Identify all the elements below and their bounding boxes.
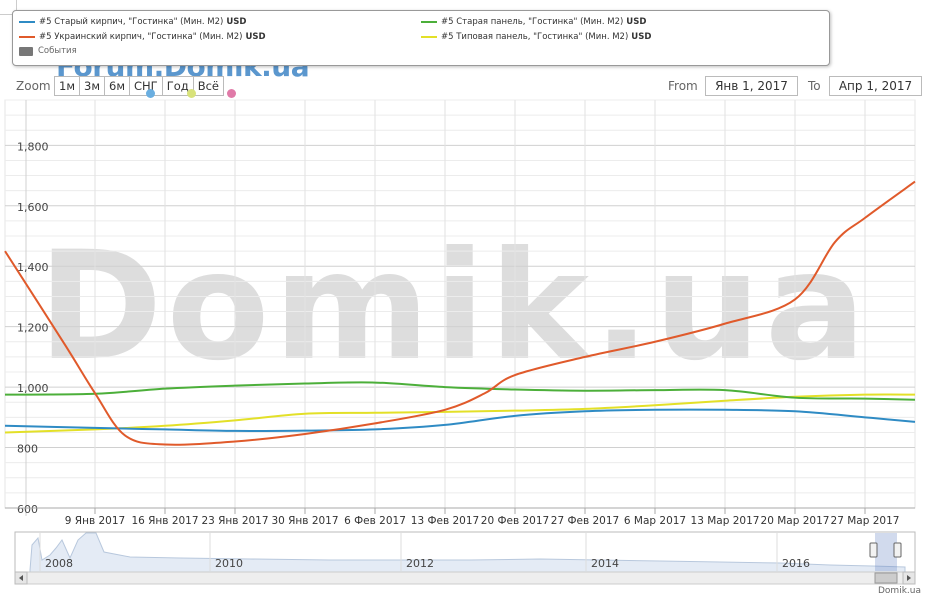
scrollbar-thumb[interactable] <box>874 572 898 584</box>
chart-series <box>4 180 916 446</box>
y-axis: 600 800 1,000 1,200 1,400 1,600 1,800 <box>17 140 49 516</box>
y-tick-label: 600 <box>17 503 38 516</box>
legend-swatch <box>19 21 35 23</box>
event-marker-pink[interactable] <box>227 89 236 98</box>
from-label: From <box>668 79 698 93</box>
events-swatch <box>19 46 33 56</box>
zoom-buttons: 1м 3м 6м СНГ Год Всё <box>54 76 225 96</box>
zoom-3m-button[interactable]: 3м <box>79 76 105 96</box>
navigator-series-area <box>29 532 906 573</box>
legend-swatch <box>421 36 437 38</box>
legend-label: События <box>38 46 77 56</box>
to-date-input[interactable]: Апр 1, 2017 <box>829 76 922 96</box>
event-marker-blue[interactable] <box>146 89 155 98</box>
navigator-year-label: 2016 <box>782 557 810 570</box>
legend-label: #5 Типовая панель, "Гостинка" (Мин. M2) <box>441 32 629 42</box>
legend-unit: USD <box>631 32 652 42</box>
x-tick-label: 30 Янв 2017 <box>271 515 338 527</box>
legend: #5 Старый кирпич, "Гостинка" (Мин. M2) U… <box>12 10 830 66</box>
zoom-6m-button[interactable]: 6м <box>104 76 130 96</box>
y-tick-label: 800 <box>17 443 38 456</box>
plot-frame <box>4 99 916 509</box>
legend-unit: USD <box>226 17 247 27</box>
legend-item-old-brick[interactable]: #5 Старый кирпич, "Гостинка" (Мин. M2) U… <box>19 17 246 27</box>
x-tick-label: 27 Мар 2017 <box>831 515 900 527</box>
zoom-1m-button[interactable]: 1м <box>54 76 80 96</box>
x-tick-label: 20 Мар 2017 <box>761 515 830 527</box>
navigator-handle-left[interactable] <box>869 542 878 558</box>
legend-unit: USD <box>245 32 266 42</box>
zoom-1y-button[interactable]: Год <box>161 76 194 96</box>
navigator-year-label: 2014 <box>591 557 619 570</box>
legend-swatch <box>421 21 437 23</box>
y-tick-label: 1,800 <box>17 140 49 153</box>
x-tick-label: 13 Мар 2017 <box>691 515 760 527</box>
x-tick-label: 27 Фев 2017 <box>551 515 619 527</box>
x-tick-label: 6 Мар 2017 <box>624 515 686 527</box>
x-tick-label: 20 Фев 2017 <box>481 515 549 527</box>
navigator-year-label: 2008 <box>45 557 73 570</box>
navigator-year-label: 2010 <box>215 557 243 570</box>
x-tick-label: 23 Янв 2017 <box>201 515 268 527</box>
navigator-year-label: 2012 <box>406 557 434 570</box>
x-tick-label: 13 Фев 2017 <box>411 515 479 527</box>
series-line-old-panel <box>4 381 916 401</box>
legend-label: #5 Старый кирпич, "Гостинка" (Мин. M2) <box>39 17 224 27</box>
zoom-all-button[interactable]: Всё <box>192 76 225 96</box>
legend-item-old-panel[interactable]: #5 Старая панель, "Гостинка" (Мин. M2) U… <box>421 17 646 27</box>
from-date-input[interactable]: Янв 1, 2017 <box>705 76 798 96</box>
series-line-old-brick <box>4 408 916 433</box>
credit-link[interactable]: Domik.ua <box>878 586 921 596</box>
zoom-label: Zoom <box>16 79 51 93</box>
y-tick-label: 1,200 <box>17 322 49 335</box>
navigator-handle-right[interactable] <box>893 542 902 558</box>
series-line-typical-panel <box>4 393 916 434</box>
x-axis: 9 Янв 2017 16 Янв 2017 23 Янв 2017 30 Янв 2… <box>5 507 915 527</box>
y-tick-label: 1,600 <box>17 201 49 214</box>
legend-label: #5 Украинский кирпич, "Гостинка" (Мин. M… <box>39 32 243 42</box>
navigator: 2008 2010 2012 2014 2016 <box>14 531 916 585</box>
event-marker-yellow[interactable] <box>187 89 196 98</box>
legend-swatch <box>19 36 35 38</box>
x-tick-label: 16 Янв 2017 <box>131 515 198 527</box>
y-tick-label: 1,400 <box>17 261 49 274</box>
series-line-ukrainian-brick <box>4 180 916 446</box>
legend-item-typical-panel[interactable]: #5 Типовая панель, "Гостинка" (Мин. M2) … <box>421 32 651 42</box>
y-tick-label: 1,000 <box>17 382 49 395</box>
legend-unit: USD <box>626 17 647 27</box>
legend-label: #5 Старая панель, "Гостинка" (Мин. M2) <box>441 17 624 27</box>
legend-item-ukrainian-brick[interactable]: #5 Украинский кирпич, "Гостинка" (Мин. M… <box>19 32 266 42</box>
arrow-left-icon <box>19 575 23 581</box>
to-label: To <box>808 79 821 93</box>
arrow-right-icon <box>907 575 911 581</box>
scrollbar-track <box>14 571 916 585</box>
x-tick-label: 6 Фев 2017 <box>344 515 406 527</box>
navigator-selection <box>875 533 897 571</box>
x-tick-label: 9 Янв 2017 <box>65 515 125 527</box>
watermark-domik: Domik.ua <box>38 220 871 394</box>
legend-item-events[interactable]: События <box>19 46 77 56</box>
